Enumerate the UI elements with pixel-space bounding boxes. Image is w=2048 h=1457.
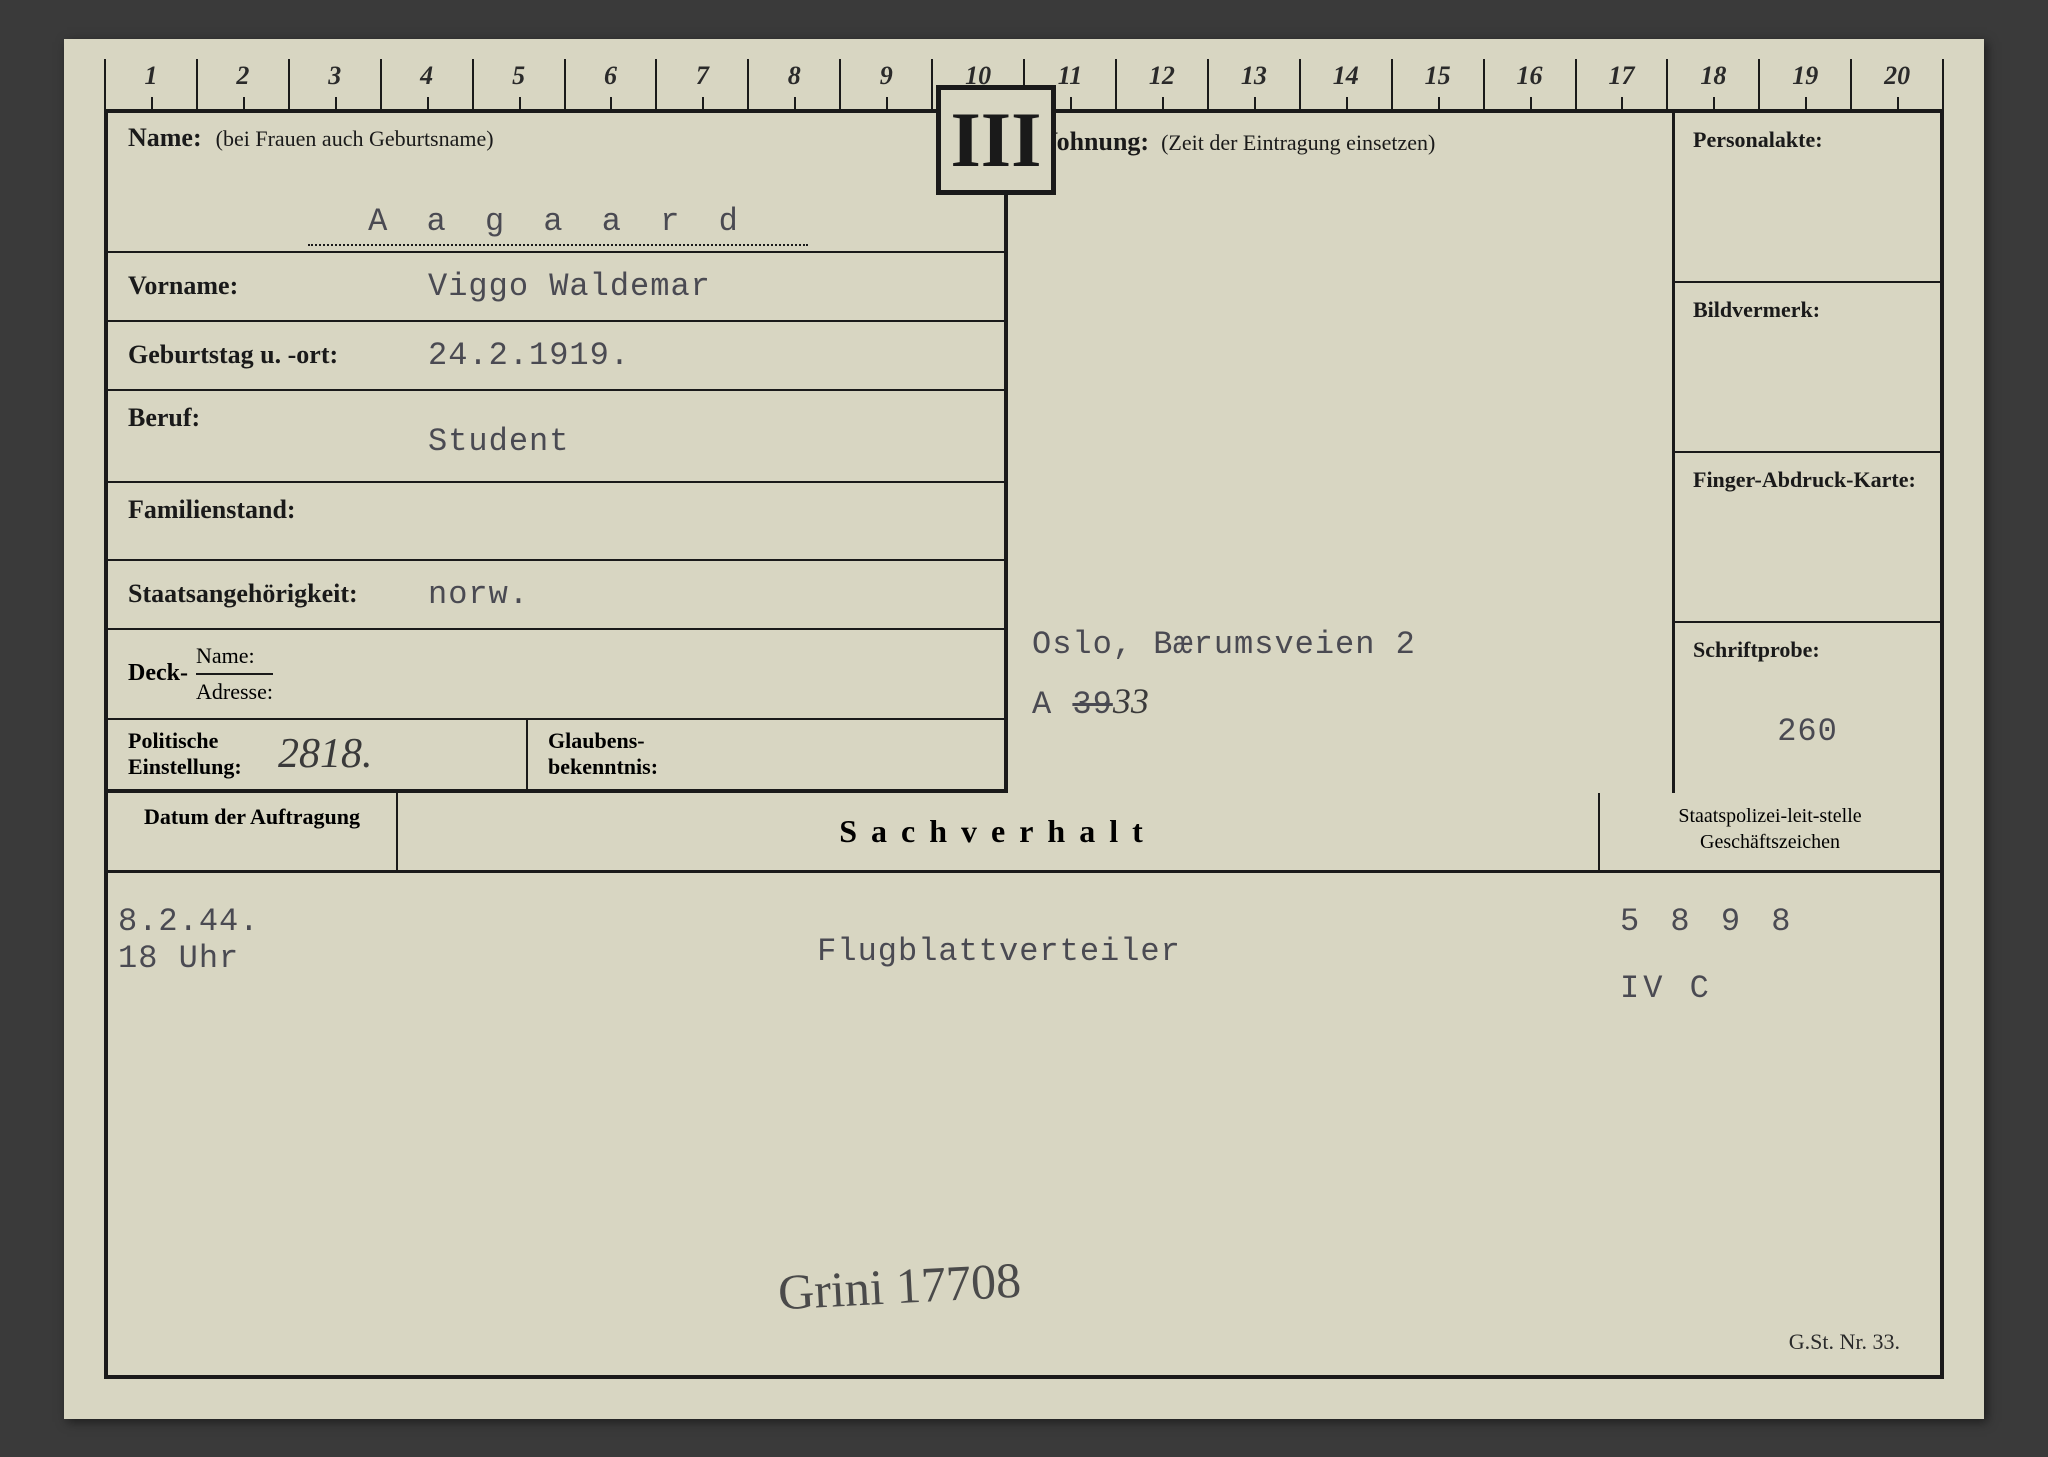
bottom-section: Datum der Auftragung Sachverhalt Staatsp… [108, 793, 1940, 1375]
ruler-tick: 6 [564, 59, 656, 109]
ruler-tick: 7 [655, 59, 747, 109]
right-column: Personalakte: Bildvermerk: Finger-Abdruc… [1675, 113, 1940, 793]
ruler-tick: 4 [380, 59, 472, 109]
finger-box: Finger-Abdruck-Karte: [1675, 453, 1940, 623]
index-card: 1234567891011121314151617181920 III Name… [64, 39, 1984, 1419]
datum-value-1: 8.2.44. [118, 903, 388, 940]
name-label: Name: [128, 123, 202, 152]
ruler-tick: 16 [1483, 59, 1575, 109]
ruler-tick: 20 [1850, 59, 1944, 109]
deck-adresse-label: Adresse: [196, 675, 273, 709]
familienstand-row: Familienstand: [108, 483, 1004, 561]
datum-header: Datum der Auftragung [108, 793, 398, 870]
geburtstag-value: 24.2.1919. [428, 337, 630, 374]
vorname-label: Vorname: [128, 271, 428, 301]
wohnung-code-strike: 39 [1072, 686, 1112, 723]
politische-row: Politische Einstellung: 2818. Glaubens-b… [108, 720, 1004, 793]
ruler-tick: 17 [1575, 59, 1667, 109]
sachverhalt-cell: Flugblattverteiler Grini 17708 [398, 873, 1600, 1375]
code-cell: 5 8 9 8 IV C [1600, 873, 1940, 1375]
wohnung-code-post: 33 [1113, 681, 1149, 721]
familienstand-label: Familienstand: [128, 495, 296, 525]
top-section: Name: (bei Frauen auch Geburtsname) A a … [108, 113, 1940, 793]
datum-value-2: 18 Uhr [118, 940, 388, 977]
wohnung-address: Oslo, Bærumsveien 2 [1032, 626, 1416, 663]
middle-column: Wohnung: (Zeit der Eintragung einsetzen)… [1008, 113, 1675, 793]
sachverhalt-header: Sachverhalt [398, 793, 1600, 870]
left-column: Name: (bei Frauen auch Geburtsname) A a … [108, 113, 1008, 793]
vorname-row: Vorname: Viggo Waldemar [108, 253, 1004, 322]
code-2: IV C [1620, 970, 1920, 1007]
main-frame: III Name: (bei Frauen auch Geburtsname) … [104, 109, 1944, 1379]
beruf-label: Beruf: [128, 403, 428, 433]
deck-row: Deck- Name: Adresse: [108, 630, 1004, 720]
bottom-header-row: Datum der Auftragung Sachverhalt Staatsp… [108, 793, 1940, 873]
glaubens-label: Glaubens-bekenntnis: [548, 728, 688, 781]
deck-name-label: Name: [196, 639, 273, 675]
wohnung-code-pre: A [1032, 686, 1072, 723]
ruler-tick: 1 [104, 59, 196, 109]
staats-label: Staatsangehörigkeit: [128, 579, 428, 609]
politische-value: 2818. [278, 730, 373, 778]
name-note: (bei Frauen auch Geburtsname) [216, 126, 494, 151]
staats-row: Staatsangehörigkeit: norw. [108, 561, 1004, 630]
vorname-value: Viggo Waldemar [428, 268, 711, 305]
politische-label: Politische Einstellung: [128, 728, 258, 781]
ruler-tick: 15 [1391, 59, 1483, 109]
sachverhalt-value: Flugblattverteiler [438, 933, 1560, 970]
ruler-tick: 14 [1299, 59, 1391, 109]
bottom-content-row: 8.2.44. 18 Uhr Flugblattverteiler Grini … [108, 873, 1940, 1375]
bildvermerk-box: Bildvermerk: [1675, 283, 1940, 453]
schriftprobe-value: 260 [1693, 713, 1922, 750]
ruler-tick: 2 [196, 59, 288, 109]
deck-label: Deck- [128, 660, 196, 687]
ruler-tick: 18 [1666, 59, 1758, 109]
ruler-tick: 5 [472, 59, 564, 109]
beruf-row: Beruf: Student [108, 391, 1004, 483]
ruler-tick: 9 [839, 59, 931, 109]
wohnung-code: A 3933 [1032, 680, 1149, 723]
staatspolizei-header: Staatspolizei-leit-stelle Geschäftszeich… [1600, 793, 1940, 870]
staats-value: norw. [428, 576, 529, 613]
roman-numeral-box: III [936, 85, 1056, 195]
geburtstag-row: Geburtstag u. -ort: 24.2.1919. [108, 322, 1004, 391]
form-number: G.St. Nr. 33. [1789, 1329, 1900, 1355]
beruf-value: Student [428, 423, 569, 460]
wohnung-note: (Zeit der Eintragung einsetzen) [1161, 130, 1435, 155]
ruler-tick: 12 [1115, 59, 1207, 109]
code-1: 5 8 9 8 [1620, 903, 1920, 940]
deck-stack: Name: Adresse: [196, 639, 273, 709]
geburtstag-label: Geburtstag u. -ort: [128, 340, 428, 370]
schriftprobe-box: Schriftprobe: 260 [1675, 623, 1940, 793]
schriftprobe-label: Schriftprobe: [1693, 637, 1922, 663]
personalakte-box: Personalakte: [1675, 113, 1940, 283]
datum-cell: 8.2.44. 18 Uhr [108, 873, 398, 1375]
ruler-tick: 19 [1758, 59, 1850, 109]
signature: Grini 17708 [777, 1250, 1023, 1321]
ruler-tick: 13 [1207, 59, 1299, 109]
ruler-tick: 3 [288, 59, 380, 109]
ruler-tick: 8 [747, 59, 839, 109]
name-row: Name: (bei Frauen auch Geburtsname) A a … [108, 113, 1004, 253]
surname-value: A a g a a r d [308, 203, 808, 246]
